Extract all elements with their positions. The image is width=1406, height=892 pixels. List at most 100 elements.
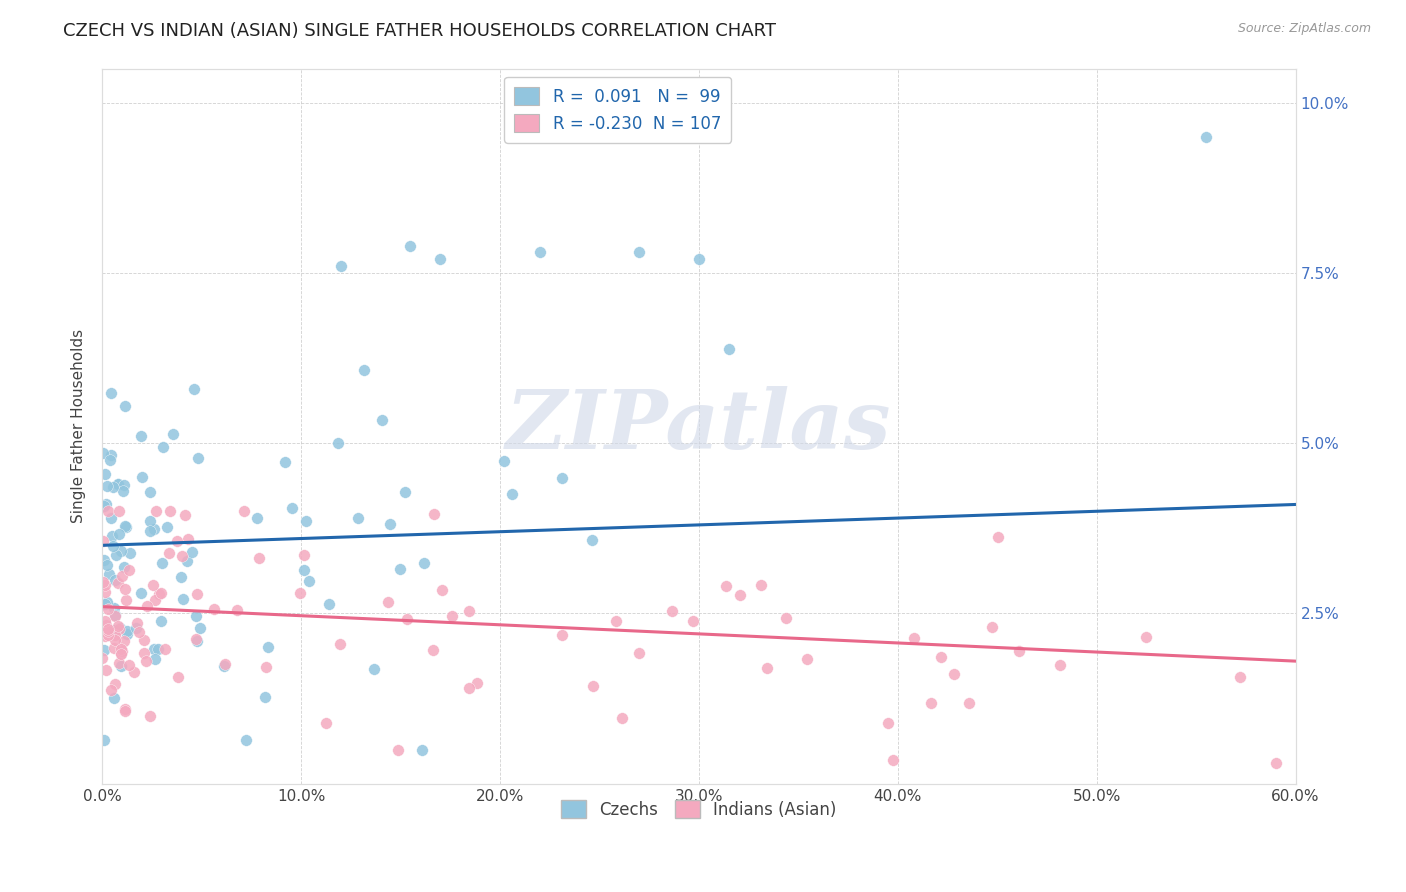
- Point: [110, 647, 132, 661]
- Point: [97, 622, 120, 636]
- Point: [150, 556, 173, 570]
- Point: [627, 646, 650, 660]
- Point: [682, 614, 704, 628]
- Point: [110, 543, 132, 558]
- Point: [943, 667, 966, 681]
- Point: [107, 476, 129, 491]
- Point: [114, 519, 136, 533]
- Point: [107, 576, 129, 591]
- Point: [292, 563, 315, 577]
- Point: [440, 609, 463, 624]
- Point: [114, 704, 136, 718]
- Point: [353, 362, 375, 376]
- Point: [103, 600, 125, 615]
- Point: [107, 619, 129, 633]
- Point: [1135, 630, 1157, 644]
- Point: [110, 646, 132, 660]
- Text: ZIPatlas: ZIPatlas: [506, 386, 891, 467]
- Point: [155, 642, 177, 657]
- Point: [104, 628, 127, 642]
- Point: [458, 681, 481, 695]
- Point: [100, 511, 122, 525]
- Point: [131, 470, 153, 484]
- Point: [492, 454, 515, 468]
- Point: [256, 640, 278, 655]
- Point: [233, 504, 256, 518]
- Point: [110, 659, 132, 673]
- Point: [987, 530, 1010, 544]
- Point: [688, 252, 710, 267]
- Point: [134, 632, 156, 647]
- Point: [112, 634, 135, 648]
- Point: [94, 663, 117, 677]
- Point: [298, 574, 321, 588]
- Point: [246, 511, 269, 525]
- Point: [96, 617, 118, 632]
- Point: [101, 529, 124, 543]
- Point: [1049, 658, 1071, 673]
- Point: [347, 510, 370, 524]
- Point: [104, 633, 127, 648]
- Point: [329, 637, 352, 651]
- Point: [288, 585, 311, 599]
- Point: [903, 631, 925, 645]
- Point: [318, 598, 340, 612]
- Point: [103, 690, 125, 705]
- Point: [159, 504, 181, 518]
- Point: [93, 733, 115, 747]
- Point: [292, 549, 315, 563]
- Point: [114, 560, 136, 574]
- Point: [91, 534, 114, 549]
- Point: [104, 573, 127, 587]
- Point: [142, 522, 165, 536]
- Point: [104, 677, 127, 691]
- Point: [387, 743, 409, 757]
- Legend: Czechs, Indians (Asian): Czechs, Indians (Asian): [554, 794, 844, 825]
- Point: [93, 629, 115, 643]
- Point: [274, 455, 297, 469]
- Point: [146, 642, 169, 657]
- Point: [377, 594, 399, 608]
- Point: [139, 514, 162, 528]
- Point: [114, 701, 136, 715]
- Point: [957, 697, 980, 711]
- Point: [143, 652, 166, 666]
- Point: [755, 661, 778, 675]
- Point: [775, 611, 797, 625]
- Point: [152, 440, 174, 454]
- Point: [389, 562, 412, 576]
- Point: [326, 436, 349, 450]
- Point: [380, 516, 402, 531]
- Point: [112, 478, 135, 492]
- Point: [114, 520, 136, 534]
- Point: [93, 553, 115, 567]
- Point: [550, 471, 572, 485]
- Point: [581, 533, 603, 548]
- Point: [108, 621, 131, 635]
- Point: [111, 569, 134, 583]
- Point: [166, 670, 188, 684]
- Point: [920, 696, 942, 710]
- Point: [582, 680, 605, 694]
- Point: [176, 532, 198, 546]
- Point: [104, 623, 127, 637]
- Point: [100, 683, 122, 698]
- Point: [877, 716, 900, 731]
- Point: [104, 608, 127, 623]
- Point: [94, 578, 117, 592]
- Point: [718, 342, 741, 356]
- Point: [728, 588, 751, 602]
- Point: [98, 452, 121, 467]
- Point: [139, 484, 162, 499]
- Point: [214, 657, 236, 671]
- Point: [104, 609, 127, 624]
- Point: [363, 662, 385, 676]
- Point: [108, 622, 131, 636]
- Point: [96, 558, 118, 572]
- Point: [183, 383, 205, 397]
- Point: [395, 612, 418, 626]
- Point: [370, 413, 392, 427]
- Point: [118, 545, 141, 559]
- Point: [110, 642, 132, 657]
- Point: [96, 479, 118, 493]
